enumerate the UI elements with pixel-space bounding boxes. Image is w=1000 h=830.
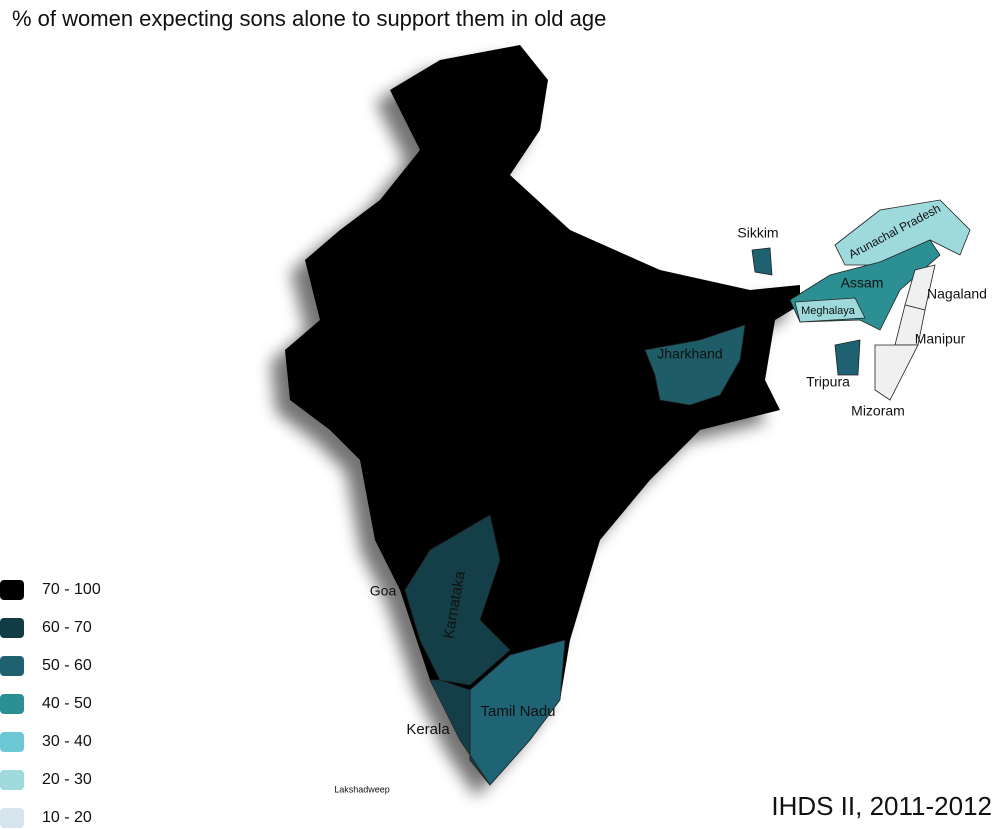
region-label: Meghalaya [801,305,856,317]
region [834,199,971,266]
region [794,297,866,323]
region-label: Nagaland [927,286,987,302]
legend-swatch [0,770,24,790]
region [874,344,919,401]
legend-label: 70 - 100 [42,581,101,598]
map-title: % of women expecting sons alone to suppo… [12,6,606,31]
region-label: Assam [841,275,884,291]
region-label: Tripura [806,374,850,390]
legend-swatch [0,580,24,600]
region-label: Tamil Nadu [480,703,555,720]
region-label: Mizoram [851,403,905,419]
legend-label: 60 - 70 [42,619,92,636]
legend-label: 30 - 40 [42,733,92,750]
legend-label: 20 - 30 [42,771,92,788]
region [429,679,491,786]
region-label: Lakshadweep [334,784,390,794]
legend-label: 50 - 60 [42,657,92,674]
region [404,514,511,686]
region-label: Goa [370,583,397,599]
source-note: IHDS II, 2011-2012 [771,791,992,821]
legend: 70 - 100 60 - 70 50 - 60 40 - 50 30 - 40 20 -… [0,580,101,828]
legend-label: 10 - 20 [42,809,92,826]
legend-label: 40 - 50 [42,695,92,712]
region-label: Kerala [406,721,450,738]
region-label: Manipur [915,331,966,347]
legend-swatch [0,808,24,828]
region [644,324,746,406]
legend-swatch [0,694,24,714]
legend-swatch [0,618,24,638]
region-label: Sikkim [737,225,778,241]
region [751,247,773,276]
regions [404,199,971,786]
region-label: Jharkhand [657,346,722,362]
legend-swatch [0,732,24,752]
legend-swatch [0,656,24,676]
region [834,339,861,376]
